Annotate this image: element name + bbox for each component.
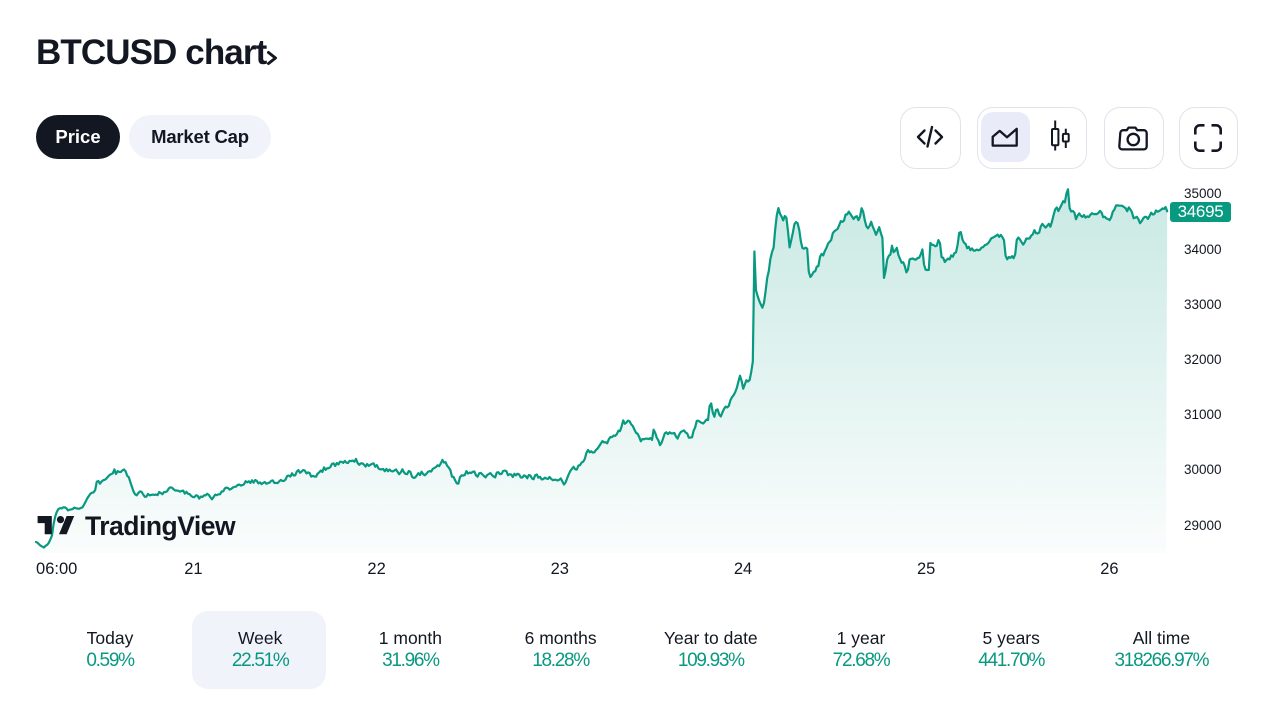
svg-text:TradingView: TradingView xyxy=(85,511,236,541)
